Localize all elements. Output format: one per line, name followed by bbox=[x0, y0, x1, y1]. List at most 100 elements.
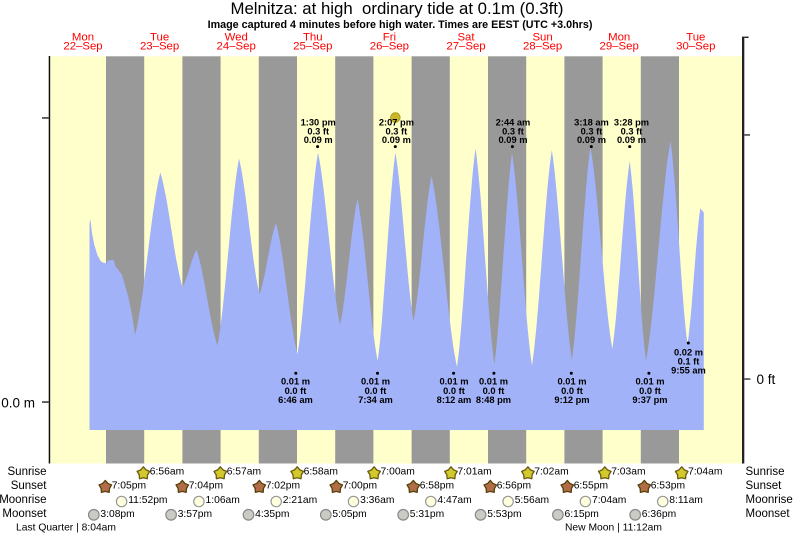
svg-text:6:57am: 6:57am bbox=[227, 467, 261, 478]
svg-text:Moonrise: Moonrise bbox=[746, 494, 793, 506]
svg-text:Moonset: Moonset bbox=[2, 508, 47, 520]
svg-text:22–Sep: 22–Sep bbox=[63, 41, 102, 53]
svg-text:9:37 pm: 9:37 pm bbox=[632, 395, 667, 405]
svg-text:6:53pm: 6:53pm bbox=[651, 481, 685, 492]
svg-text:7:02pm: 7:02pm bbox=[266, 481, 300, 492]
svg-text:0.09 m: 0.09 m bbox=[617, 135, 646, 145]
svg-text:8:48 pm: 8:48 pm bbox=[476, 395, 511, 405]
svg-text:Sunset: Sunset bbox=[746, 480, 783, 492]
svg-text:26–Sep: 26–Sep bbox=[370, 41, 409, 53]
svg-text:5:56am: 5:56am bbox=[515, 495, 549, 506]
svg-text:5:31pm: 5:31pm bbox=[410, 509, 444, 520]
svg-text:24–Sep: 24–Sep bbox=[217, 41, 256, 53]
svg-text:3:28 pm: 3:28 pm bbox=[614, 118, 649, 128]
svg-text:Sun: Sun bbox=[532, 31, 552, 43]
svg-text:Sat: Sat bbox=[457, 31, 475, 43]
svg-text:6:58pm: 6:58pm bbox=[420, 481, 454, 492]
svg-text:0.3 ft: 0.3 ft bbox=[307, 126, 329, 136]
svg-text:11:52pm: 11:52pm bbox=[128, 495, 167, 506]
svg-text:6:58am: 6:58am bbox=[304, 467, 338, 478]
svg-text:4:47am: 4:47am bbox=[437, 495, 471, 506]
svg-text:2:07 pm: 2:07 pm bbox=[379, 118, 414, 128]
svg-text:2:21am: 2:21am bbox=[283, 495, 317, 506]
svg-text:0.3 ft: 0.3 ft bbox=[386, 126, 408, 136]
svg-text:0.01 m: 0.01 m bbox=[440, 376, 469, 386]
svg-text:0.01 m: 0.01 m bbox=[479, 376, 508, 386]
svg-text:0.0 m: 0.0 m bbox=[1, 395, 35, 410]
svg-text:2:44 am: 2:44 am bbox=[496, 118, 531, 128]
svg-text:7:02am: 7:02am bbox=[534, 467, 568, 478]
svg-text:0.0 ft: 0.0 ft bbox=[365, 386, 387, 396]
svg-text:0.01 m: 0.01 m bbox=[636, 376, 665, 386]
svg-text:29–Sep: 29–Sep bbox=[600, 41, 639, 53]
svg-text:28–Sep: 28–Sep bbox=[523, 41, 562, 53]
svg-text:3:18 am: 3:18 am bbox=[574, 118, 609, 128]
svg-text:0.09 m: 0.09 m bbox=[499, 135, 528, 145]
svg-text:25–Sep: 25–Sep bbox=[293, 41, 332, 53]
svg-text:0.02 m: 0.02 m bbox=[674, 347, 703, 357]
svg-text:0.09 m: 0.09 m bbox=[382, 135, 411, 145]
svg-text:3:36am: 3:36am bbox=[360, 495, 394, 506]
svg-text:0.1 ft: 0.1 ft bbox=[678, 356, 700, 366]
svg-text:0.01 m: 0.01 m bbox=[558, 376, 587, 386]
svg-text:0.3 ft: 0.3 ft bbox=[502, 126, 524, 136]
svg-text:5:05pm: 5:05pm bbox=[332, 509, 366, 520]
svg-text:Wed: Wed bbox=[225, 31, 248, 43]
svg-text:7:04am: 7:04am bbox=[688, 467, 722, 478]
svg-text:0.0 ft: 0.0 ft bbox=[443, 386, 465, 396]
svg-text:Tue: Tue bbox=[686, 31, 705, 43]
svg-text:8:12 am: 8:12 am bbox=[437, 395, 472, 405]
svg-text:6:55pm: 6:55pm bbox=[574, 481, 608, 492]
svg-text:Image captured 4 minutes befor: Image captured 4 minutes before high wat… bbox=[208, 19, 593, 31]
svg-text:0.0 ft: 0.0 ft bbox=[561, 386, 583, 396]
svg-text:Thu: Thu bbox=[303, 31, 323, 43]
svg-text:7:03am: 7:03am bbox=[611, 467, 645, 478]
svg-text:3:57pm: 3:57pm bbox=[178, 509, 212, 520]
svg-text:7:34 am: 7:34 am bbox=[358, 395, 393, 405]
svg-text:27–Sep: 27–Sep bbox=[446, 41, 485, 53]
svg-text:Melnitza: at high ordinary ti: Melnitza: at high ordinary tide at 0.1m … bbox=[231, 0, 564, 18]
svg-text:0.0 ft: 0.0 ft bbox=[639, 386, 661, 396]
svg-text:23–Sep: 23–Sep bbox=[140, 41, 179, 53]
svg-text:Mon: Mon bbox=[608, 31, 630, 43]
svg-text:0.09 m: 0.09 m bbox=[577, 135, 606, 145]
svg-text:Tue: Tue bbox=[150, 31, 169, 43]
svg-text:0.09 m: 0.09 m bbox=[304, 135, 333, 145]
svg-text:8:11am: 8:11am bbox=[669, 495, 703, 506]
svg-text:0.01 m: 0.01 m bbox=[281, 376, 310, 386]
svg-text:Last Quarter | 8:04am: Last Quarter | 8:04am bbox=[16, 523, 116, 534]
svg-text:New Moon | 11:12am: New Moon | 11:12am bbox=[565, 523, 662, 534]
svg-text:1:30 pm: 1:30 pm bbox=[301, 118, 336, 128]
svg-text:0.3 ft: 0.3 ft bbox=[581, 126, 603, 136]
svg-text:9:55 am: 9:55 am bbox=[671, 365, 706, 375]
svg-text:0 ft: 0 ft bbox=[757, 372, 776, 387]
svg-text:6:56am: 6:56am bbox=[150, 467, 184, 478]
svg-text:9:12 pm: 9:12 pm bbox=[554, 395, 589, 405]
svg-text:Moonrise: Moonrise bbox=[0, 494, 47, 506]
svg-text:0.01 m: 0.01 m bbox=[361, 376, 390, 386]
svg-text:30–Sep: 30–Sep bbox=[676, 41, 715, 53]
svg-text:5:53pm: 5:53pm bbox=[487, 509, 521, 520]
svg-text:6:46 am: 6:46 am bbox=[278, 395, 313, 405]
svg-text:Moonset: Moonset bbox=[746, 508, 791, 520]
svg-text:0.0 ft: 0.0 ft bbox=[483, 386, 505, 396]
svg-text:7:04am: 7:04am bbox=[592, 495, 626, 506]
svg-text:6:15pm: 6:15pm bbox=[565, 509, 599, 520]
svg-text:7:05pm: 7:05pm bbox=[112, 481, 146, 492]
svg-text:0.0 ft: 0.0 ft bbox=[285, 386, 307, 396]
svg-text:3:08pm: 3:08pm bbox=[100, 509, 134, 520]
svg-text:0.3 ft: 0.3 ft bbox=[621, 126, 643, 136]
svg-text:7:04pm: 7:04pm bbox=[189, 481, 223, 492]
svg-text:Sunset: Sunset bbox=[11, 480, 48, 492]
svg-text:Fri: Fri bbox=[383, 31, 396, 43]
svg-text:Sunrise: Sunrise bbox=[746, 466, 785, 478]
svg-text:7:01am: 7:01am bbox=[457, 467, 491, 478]
svg-text:Sunrise: Sunrise bbox=[8, 466, 47, 478]
svg-text:Mon: Mon bbox=[72, 31, 94, 43]
svg-text:6:36pm: 6:36pm bbox=[642, 509, 676, 520]
svg-text:7:00am: 7:00am bbox=[381, 467, 415, 478]
svg-text:7:00pm: 7:00pm bbox=[343, 481, 377, 492]
svg-text:4:35pm: 4:35pm bbox=[255, 509, 289, 520]
svg-text:1:06am: 1:06am bbox=[206, 495, 240, 506]
svg-text:6:56pm: 6:56pm bbox=[497, 481, 531, 492]
